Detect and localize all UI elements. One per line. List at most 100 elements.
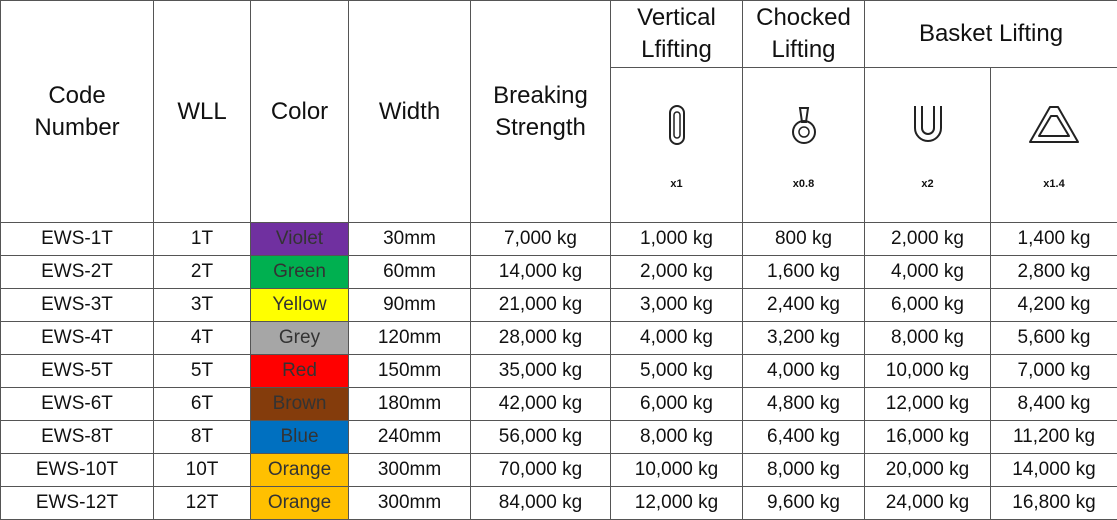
table-cell: EWS-8T xyxy=(1,421,154,454)
color-cell: Green xyxy=(251,256,349,289)
table-cell: 6,000 kg xyxy=(611,388,743,421)
table-cell: 4,000 kg xyxy=(743,355,865,388)
table-cell: 1,600 kg xyxy=(743,256,865,289)
table-cell: 70,000 kg xyxy=(471,454,611,487)
table-cell: 5,000 kg xyxy=(611,355,743,388)
table-cell: 6,000 kg xyxy=(865,289,991,322)
table-cell: 8T xyxy=(154,421,251,454)
table-cell: 12,000 kg xyxy=(865,388,991,421)
table-cell: 8,000 kg xyxy=(865,322,991,355)
table-cell: 14,000 kg xyxy=(991,454,1117,487)
table-cell: 2,000 kg xyxy=(865,223,991,256)
header-cell: Width xyxy=(349,1,471,223)
table-cell: EWS-12T xyxy=(1,487,154,520)
table-cell: 4,000 kg xyxy=(611,322,743,355)
color-cell: Violet xyxy=(251,223,349,256)
table-cell: 300mm xyxy=(349,487,471,520)
header-cell: Vertical Lfifting xyxy=(611,1,743,68)
table-cell: 10T xyxy=(154,454,251,487)
table-cell: 28,000 kg xyxy=(471,322,611,355)
table-cell: 300mm xyxy=(349,454,471,487)
table-cell: 3T xyxy=(154,289,251,322)
table-cell: 9,600 kg xyxy=(743,487,865,520)
table-cell: 42,000 kg xyxy=(471,388,611,421)
icon-cell: x1.4 xyxy=(991,68,1117,223)
table-cell: 1,000 kg xyxy=(611,223,743,256)
table-cell: 5T xyxy=(154,355,251,388)
table-cell: 5,600 kg xyxy=(991,322,1117,355)
color-cell: Red xyxy=(251,355,349,388)
table-cell: 60mm xyxy=(349,256,471,289)
table-cell: 6,400 kg xyxy=(743,421,865,454)
table-cell: 4,200 kg xyxy=(991,289,1117,322)
table-cell: 16,000 kg xyxy=(865,421,991,454)
color-cell: Orange xyxy=(251,487,349,520)
table-cell: 12T xyxy=(154,487,251,520)
table-cell: 2,800 kg xyxy=(991,256,1117,289)
table-cell: 2,400 kg xyxy=(743,289,865,322)
color-cell: Brown xyxy=(251,388,349,421)
table-cell: 12,000 kg xyxy=(611,487,743,520)
basket-u-icon xyxy=(911,104,945,146)
table-cell: 10,000 kg xyxy=(611,454,743,487)
table-cell: 4,000 kg xyxy=(865,256,991,289)
header-cell: Breaking Strength xyxy=(471,1,611,223)
color-cell: Orange xyxy=(251,454,349,487)
color-cell: Blue xyxy=(251,421,349,454)
header-cell: Basket Lifting xyxy=(865,1,1117,68)
table-cell: 10,000 kg xyxy=(865,355,991,388)
factor: x0.8 xyxy=(743,178,864,190)
table-cell: 3,200 kg xyxy=(743,322,865,355)
table-cell: 7,000 kg xyxy=(471,223,611,256)
table-cell: 6T xyxy=(154,388,251,421)
table-cell: 180mm xyxy=(349,388,471,421)
table-cell: 21,000 kg xyxy=(471,289,611,322)
table-cell: 150mm xyxy=(349,355,471,388)
table-cell: EWS-10T xyxy=(1,454,154,487)
table-cell: 1,400 kg xyxy=(991,223,1117,256)
header-cell: WLL xyxy=(154,1,251,223)
header-cell: Chocked Lifting xyxy=(743,1,865,68)
table-cell: 120mm xyxy=(349,322,471,355)
factor: x2 xyxy=(865,178,990,190)
table-cell: EWS-4T xyxy=(1,322,154,355)
table-cell: 30mm xyxy=(349,223,471,256)
table-cell: 4,800 kg xyxy=(743,388,865,421)
table-cell: 56,000 kg xyxy=(471,421,611,454)
table-cell: EWS-1T xyxy=(1,223,154,256)
table-cell: 8,400 kg xyxy=(991,388,1117,421)
table-cell: 800 kg xyxy=(743,223,865,256)
table-cell: 2,000 kg xyxy=(611,256,743,289)
table-cell: EWS-3T xyxy=(1,289,154,322)
icon-cell: x0.8 xyxy=(743,68,865,223)
table-cell: EWS-2T xyxy=(1,256,154,289)
table-cell: 8,000 kg xyxy=(743,454,865,487)
table-cell: 90mm xyxy=(349,289,471,322)
table-cell: 14,000 kg xyxy=(471,256,611,289)
table-cell: 8,000 kg xyxy=(611,421,743,454)
table-cell: 3,000 kg xyxy=(611,289,743,322)
header-cell: Color xyxy=(251,1,349,223)
table-cell: 35,000 kg xyxy=(471,355,611,388)
header-cell: Code Number xyxy=(1,1,154,223)
table-cell: EWS-6T xyxy=(1,388,154,421)
table-cell: 11,200 kg xyxy=(991,421,1117,454)
chocked-icon xyxy=(789,104,819,146)
table-cell: 2T xyxy=(154,256,251,289)
color-cell: Grey xyxy=(251,322,349,355)
table-cell: 240mm xyxy=(349,421,471,454)
color-cell: Yellow xyxy=(251,289,349,322)
table-cell: 84,000 kg xyxy=(471,487,611,520)
table-cell: 16,800 kg xyxy=(991,487,1117,520)
factor: x1.4 xyxy=(991,178,1117,190)
